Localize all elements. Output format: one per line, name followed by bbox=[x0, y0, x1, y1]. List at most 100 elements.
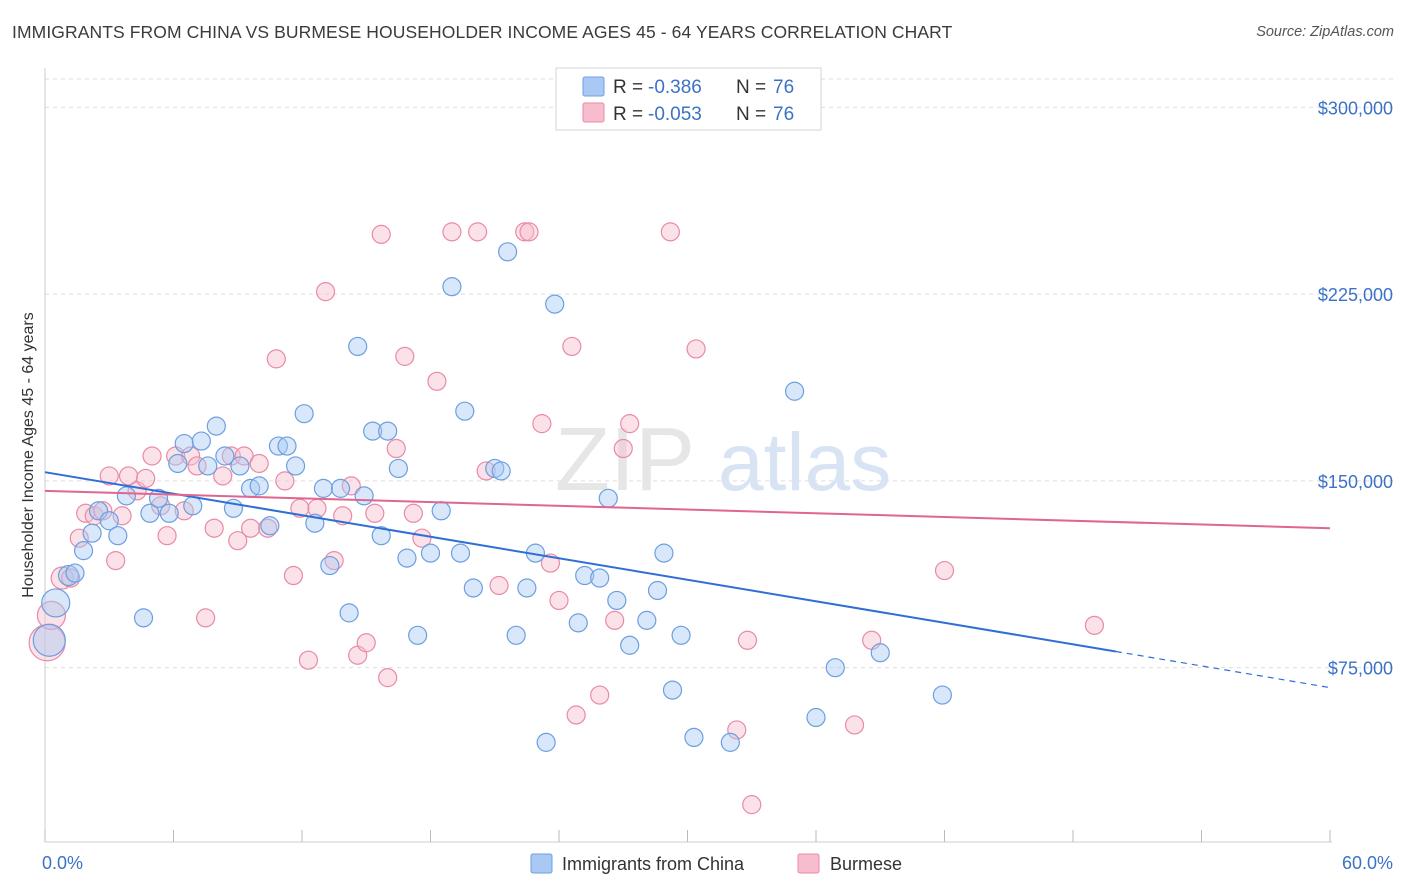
china-point bbox=[463, 578, 483, 598]
burmese-point bbox=[395, 346, 415, 366]
burmese-point bbox=[258, 518, 278, 538]
china-point bbox=[198, 456, 218, 476]
china-point bbox=[806, 707, 826, 728]
burmese-point bbox=[196, 608, 216, 628]
legend-n-value-china: 76 bbox=[773, 77, 794, 98]
china-point bbox=[637, 610, 657, 630]
china-point bbox=[598, 488, 618, 508]
y-tick-label: $150,000 bbox=[1318, 472, 1393, 492]
china-point bbox=[442, 277, 462, 297]
china-point bbox=[313, 478, 334, 498]
china-point bbox=[88, 501, 109, 521]
burmese-point bbox=[112, 506, 132, 526]
china-trend-line bbox=[44, 471, 1116, 653]
burmese-point bbox=[1084, 615, 1105, 635]
burmese-point bbox=[519, 222, 539, 242]
burmese-point bbox=[249, 453, 269, 474]
china-point bbox=[431, 501, 451, 521]
burmese-point bbox=[727, 720, 747, 740]
burmese-point bbox=[737, 630, 758, 650]
burmese-point bbox=[620, 414, 640, 434]
china-point bbox=[99, 511, 119, 531]
watermark-atlas: atlas bbox=[718, 417, 891, 508]
y-axis-label: Householder Income Ages 45 - 64 years bbox=[20, 312, 37, 598]
bottom-legend-swatch-burmese bbox=[797, 853, 820, 874]
china-point bbox=[378, 421, 398, 441]
burmese-point bbox=[266, 349, 286, 369]
china-point bbox=[932, 685, 952, 705]
chart-title: IMMIGRANTS FROM CHINA VS BURMESE HOUSEHO… bbox=[12, 22, 953, 42]
burmese-point bbox=[157, 526, 177, 546]
legend-r-value-china: -0.386 bbox=[648, 77, 702, 98]
source-label: Source: ZipAtlas.com bbox=[1256, 24, 1394, 40]
burmese-point bbox=[142, 446, 162, 466]
burmese-point bbox=[403, 503, 423, 523]
china-point bbox=[168, 453, 188, 474]
china-point bbox=[870, 643, 890, 663]
legend-r-label-1: R = bbox=[613, 77, 643, 98]
legend-r-label-2: R = bbox=[613, 104, 643, 125]
burmese-point bbox=[69, 528, 89, 548]
china-point bbox=[354, 486, 374, 506]
burmese-point bbox=[686, 339, 706, 359]
china-point bbox=[363, 421, 383, 441]
burmese-point bbox=[613, 438, 633, 459]
burmese-point bbox=[549, 590, 569, 611]
burmese-point bbox=[275, 471, 295, 491]
legend-n-value-burmese: 76 bbox=[773, 104, 794, 125]
burmese-point bbox=[742, 795, 762, 815]
china-point bbox=[397, 548, 417, 568]
burmese-point bbox=[204, 518, 224, 538]
china-trend-extension bbox=[1115, 650, 1331, 689]
legend-swatch-burmese bbox=[582, 102, 605, 123]
burmese-point bbox=[427, 371, 447, 391]
burmese-point bbox=[315, 282, 336, 302]
legend-n-label-2: N = bbox=[736, 104, 766, 125]
x-tick-label-min: 0.0% bbox=[42, 853, 83, 873]
burmese-point bbox=[290, 498, 310, 518]
y-tick-label: $75,000 bbox=[1328, 659, 1393, 679]
china-point bbox=[348, 336, 368, 357]
china-point bbox=[662, 680, 683, 700]
china-point bbox=[206, 416, 226, 436]
china-point bbox=[73, 541, 94, 561]
burmese-point bbox=[371, 224, 391, 244]
bottom-legend-swatch-china bbox=[530, 853, 553, 874]
china-point bbox=[215, 446, 235, 466]
china-point bbox=[339, 603, 359, 623]
burmese-point bbox=[99, 466, 119, 486]
burmese-point bbox=[228, 531, 248, 551]
y-tick-label: $300,000 bbox=[1318, 98, 1393, 118]
china-point bbox=[450, 543, 471, 563]
burmese-point bbox=[93, 501, 113, 521]
china-point bbox=[41, 588, 71, 618]
china-point bbox=[57, 564, 80, 587]
y-tick-label: $225,000 bbox=[1318, 285, 1393, 305]
china-point bbox=[108, 526, 128, 546]
china-point bbox=[388, 458, 408, 479]
burmese-trend-line bbox=[44, 489, 1331, 530]
china-point bbox=[191, 431, 211, 451]
burmese-point bbox=[378, 668, 398, 688]
china-point bbox=[320, 555, 340, 576]
china-point bbox=[575, 565, 595, 586]
china-point bbox=[590, 568, 610, 588]
china-point bbox=[607, 590, 627, 611]
china-point bbox=[545, 294, 565, 314]
burmese-points bbox=[28, 222, 1105, 815]
china-point bbox=[517, 578, 537, 598]
legend-box: R = -0.386 N = 76 R = -0.053 N = 76 bbox=[555, 67, 822, 131]
burmese-point bbox=[532, 414, 552, 434]
burmese-point bbox=[844, 715, 865, 735]
china-point bbox=[408, 625, 428, 645]
china-point bbox=[498, 242, 518, 262]
china-point bbox=[116, 486, 136, 506]
bottom-legend-burmese: Burmese bbox=[830, 854, 902, 874]
burmese-point bbox=[386, 438, 406, 459]
x-tick-label-max: 60.0% bbox=[1342, 853, 1393, 873]
china-point bbox=[720, 732, 740, 752]
china-point bbox=[133, 608, 154, 628]
china-point bbox=[506, 625, 526, 645]
china-point bbox=[491, 461, 511, 481]
